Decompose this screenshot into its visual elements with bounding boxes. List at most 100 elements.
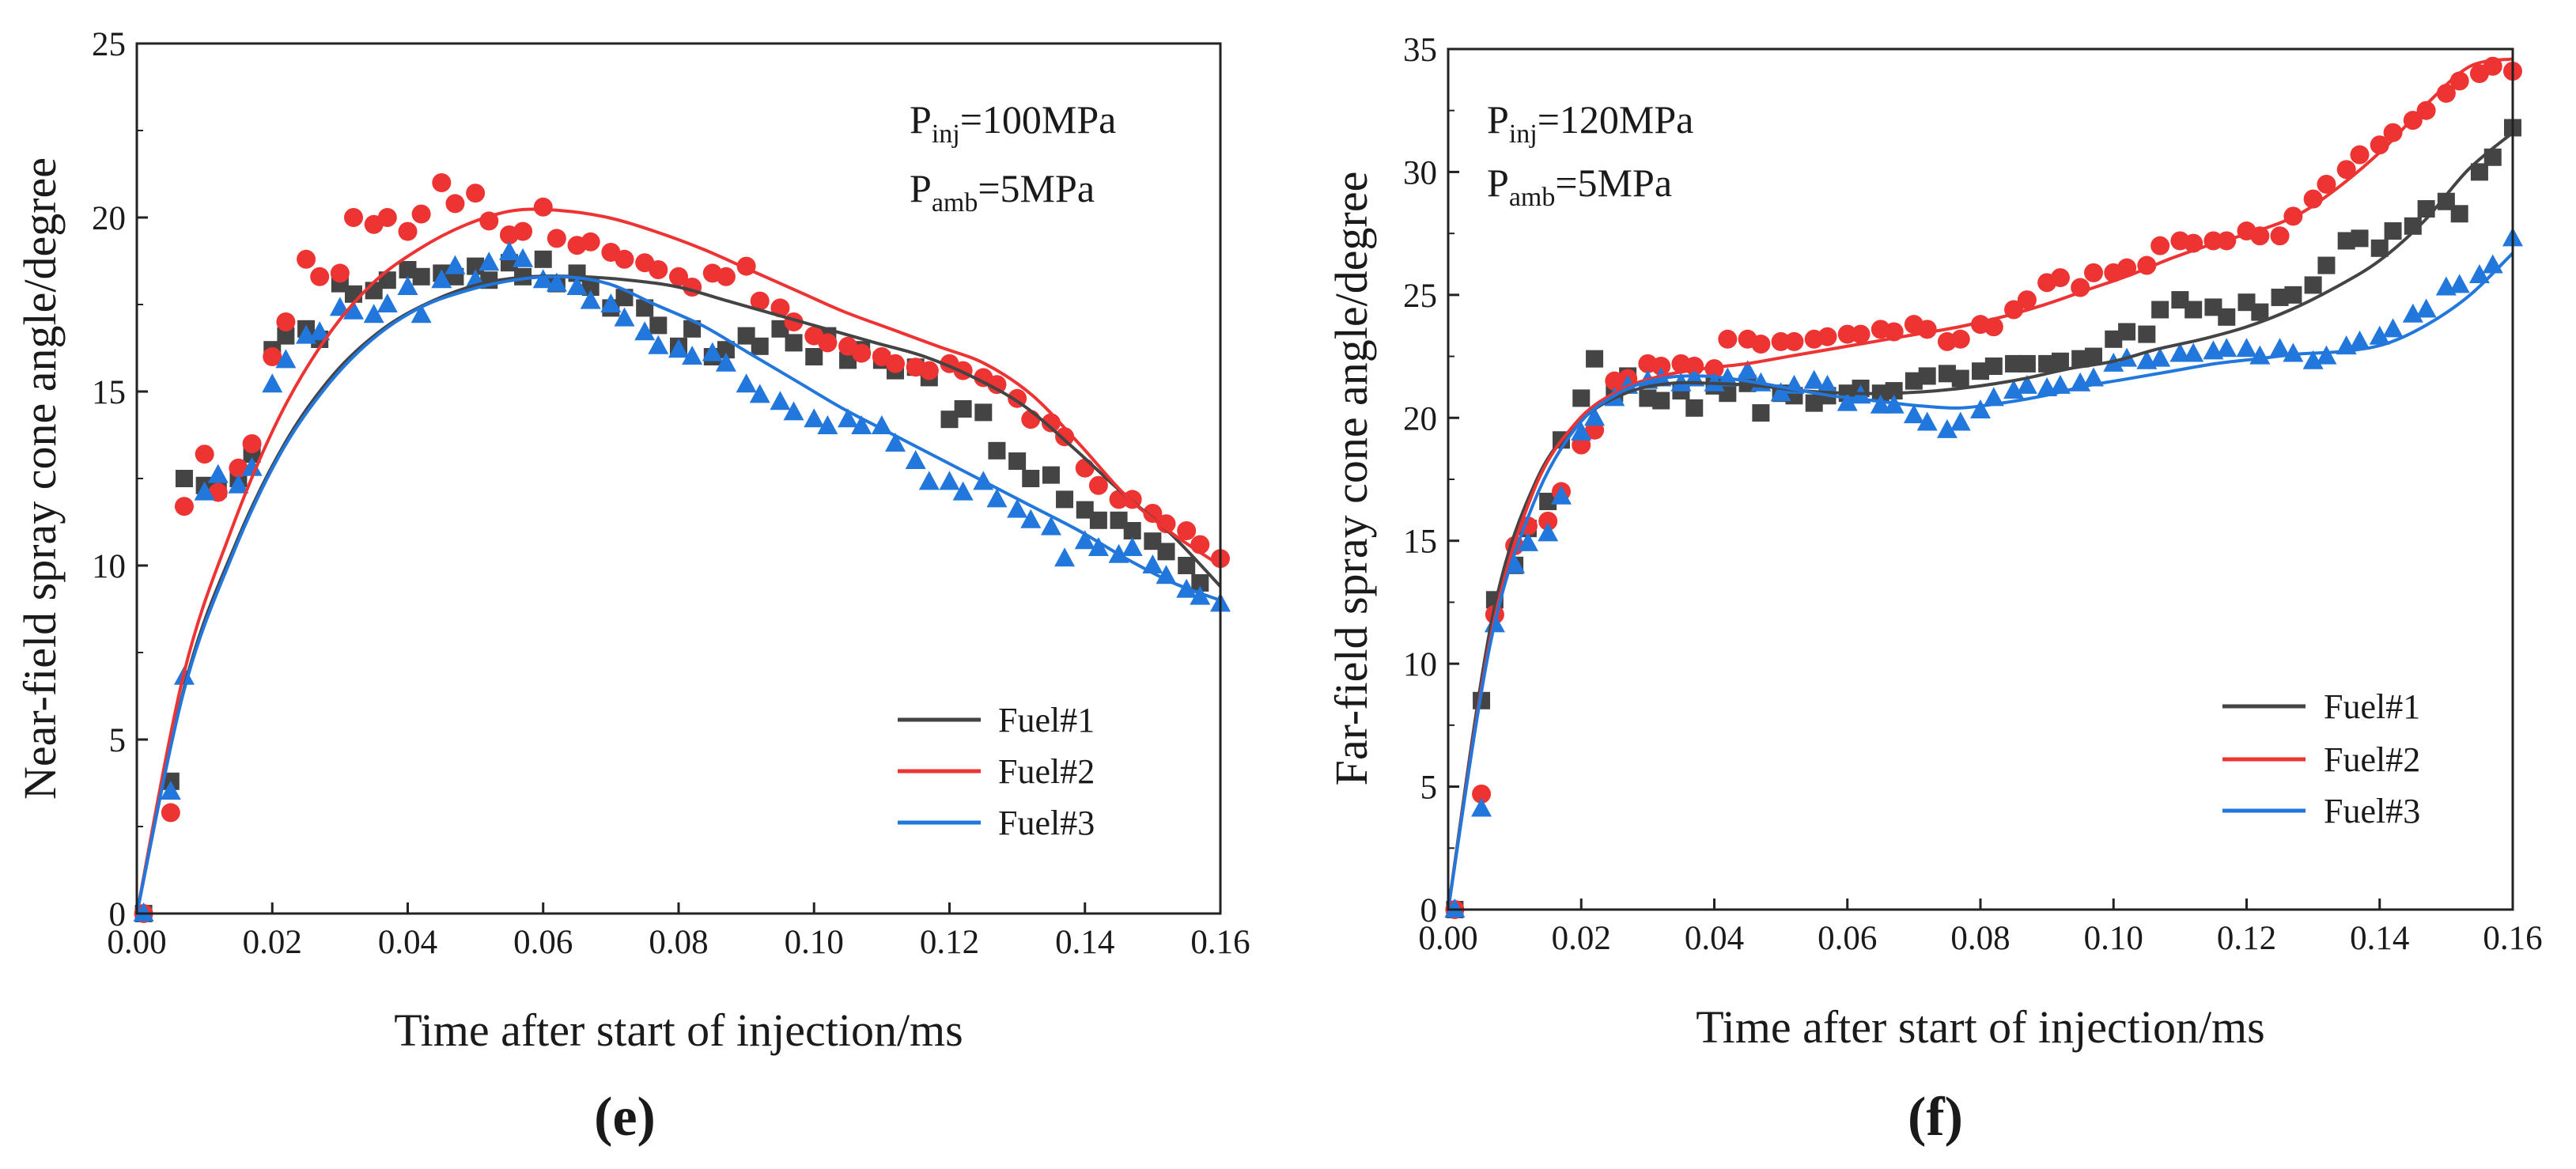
chart-1-y-tick-label: 15 [1403,524,1437,561]
chart-0-series-fuel3-point [160,781,181,800]
chart-0-series-fuel3-point [363,304,384,323]
chart-1-series-fuel2-point [1837,324,1857,344]
chart-0-series-fuel2-point [818,333,838,353]
chart-0-y-tick-label: 25 [92,26,126,63]
chart-0-series-fuel1-point [1056,490,1074,509]
chart-0-series-fuel2-point [533,197,553,217]
chart-1-x-tick-label: 0.08 [1950,920,2010,957]
chart-f-legend-label-fuel2: Fuel#2 [2324,740,2420,779]
chart-0-series-fuel3-point [343,300,364,320]
chart-0-series-fuel3-point [376,293,398,312]
chart-0-x-tick-label: 0.04 [378,924,437,961]
chart-0-series-fuel3-point [600,293,622,312]
chart-1-series-fuel2-point [2350,145,2370,165]
chart-0-series-fuel3-point [133,902,154,921]
chart-0-y-tick-label: 5 [109,722,127,759]
chart-1-series-fuel2-point [2017,290,2037,310]
chart-0-series-fuel2-point [263,347,282,366]
chart-0-series-fuel1-point [785,334,803,352]
chart-0-series-fuel2-point [770,298,790,318]
chart-1-series-fuel1-point [2404,217,2422,235]
chart-1-series-fuel3-point [2316,345,2337,365]
chart-1-series-fuel1-point [2085,347,2103,365]
chart-0-series-fuel3-point [479,252,500,271]
chart-0-series-fuel2-point [344,208,363,227]
chart-e-legend: Fuel#1 Fuel#2 Fuel#3 [898,701,1095,842]
chart-1-series-fuel1-point [2470,163,2488,181]
chart-1-series-fuel1-point [1586,350,1604,368]
chart-0-series-fuel3-point [207,463,229,483]
chart-1-series-fuel2-point [1950,329,1970,349]
chart-1-series-fuel1-point [1752,404,1770,422]
chart-1-series-fuel1-point [2450,205,2468,223]
chart-1-x-tick-label: 0.12 [2217,920,2276,957]
chart-e-annotation-pinj: Pinj=100MPa [910,97,1116,149]
chart-0-series-fuel3-point [309,321,331,341]
chart-1-series-fuel3-point [2269,338,2290,358]
chart-1-series-fuel3-point [1471,797,1492,817]
chart-1-series-fuel3-point [2236,338,2257,358]
chart-1-series-fuel2-point [1851,324,1871,344]
chart-0-series-fuel3-point [532,269,554,289]
chart-1-series-fuel1-point [2384,222,2402,240]
chart-0-series-fuel3-point [939,471,960,490]
chart-1-series-fuel2-point [2317,174,2336,194]
chart-panel-f: 0.00 0.02 0.04 0.06 0.08 0.10 0.12 0.14 0.16 0 5 10… [1326,32,2543,1148]
chart-0-series-fuel3-fit-line [135,274,1221,914]
chart-e-annotation-pamb: Pamb=5MPa [910,166,1095,218]
chart-0-series-fuel3-point [275,349,297,369]
chart-0-series-fuel2-point [195,445,214,464]
chart-0-series-fuel3-point [1007,498,1028,518]
chart-1-series-fuel1-point [2271,288,2289,306]
chart-0-series-fuel3-point [905,450,926,469]
chart-1-series-fuel1-point [2118,323,2136,341]
chart-0-series-fuel3-point [736,373,757,393]
chart-1-x-tick-label: 0.04 [1685,920,1744,957]
chart-1-series-fuel2-point [1472,784,1492,804]
chart-1-series-fuel2-point [1784,331,1804,351]
chart-1-series-fuel3-point [1770,382,1791,402]
chart-0-series-fuel3-point [410,304,432,323]
chart-1-series-fuel2-point [1651,357,1671,376]
chart-1-series-fuel1-point [2370,239,2389,257]
chart-0-series-fuel2-point [1143,504,1163,523]
chart-1-series-fuel3-point [1538,522,1559,542]
chart-1-series-fuel2-point [1818,327,1837,346]
chart-0-series-fuel3-point [952,481,974,501]
chart-1-series-fuel3-point [2402,303,2423,323]
chart-1-series-fuel3-point [1936,418,1958,438]
chart-1-series-fuel3-point [1983,387,2004,407]
chart-0-series-fuel1-point [1022,470,1040,487]
chart-1-series-fuel3-point [1517,532,1538,551]
chart-0-series-fuel1-point [1089,511,1107,529]
chart-0-x-tick-label: 0.10 [785,924,844,961]
chart-1-series-fuel3-point [2150,347,2171,367]
chart-1-series-fuel3-point [2003,380,2025,399]
chart-1-series-fuel1-point [1805,394,1823,412]
chart-0-series-fuel2-point [581,232,600,252]
chart-1-series-fuel1-point [1685,399,1704,417]
chart-0-series-fuel3-point [1054,547,1076,567]
chart-0-series-fuel2-point [716,267,736,286]
chart-1-y-tick-label: 30 [1403,154,1437,191]
chart-0-series-fuel3-point [749,384,770,403]
chart-0-series-fuel3-point [1190,585,1211,605]
chart-1-series-fuel1-point [2284,286,2302,304]
chart-1-series-fuel1-point [2417,200,2435,218]
chart-0-series-fuel1-point [1042,466,1060,484]
chart-0-series-fuel3-point [1020,509,1042,528]
chart-0-series-fuel2-point [750,291,770,311]
chart-0-series-fuel2-point [398,221,418,241]
chart-1-series-fuel3-point [2449,274,2470,293]
chart-1-series-fuel1-point [1572,389,1591,407]
chart-1-series-fuel1-point [2351,229,2369,248]
chart-1-series-fuel3-point [2216,338,2237,358]
chart-f-legend: Fuel#1 Fuel#2 Fuel#3 [2222,687,2420,830]
chart-0-series-fuel3-point [228,474,249,494]
chart-f-annotation-pamb: Pamb=5MPa [1487,161,1672,212]
chart-1-series-fuel3-point [1737,360,1758,380]
chart-0-series-fuel1-point [717,341,735,359]
chart-0-series-fuel1-point [581,278,600,296]
chart-1-x-tick-label: 0.14 [2350,920,2409,957]
